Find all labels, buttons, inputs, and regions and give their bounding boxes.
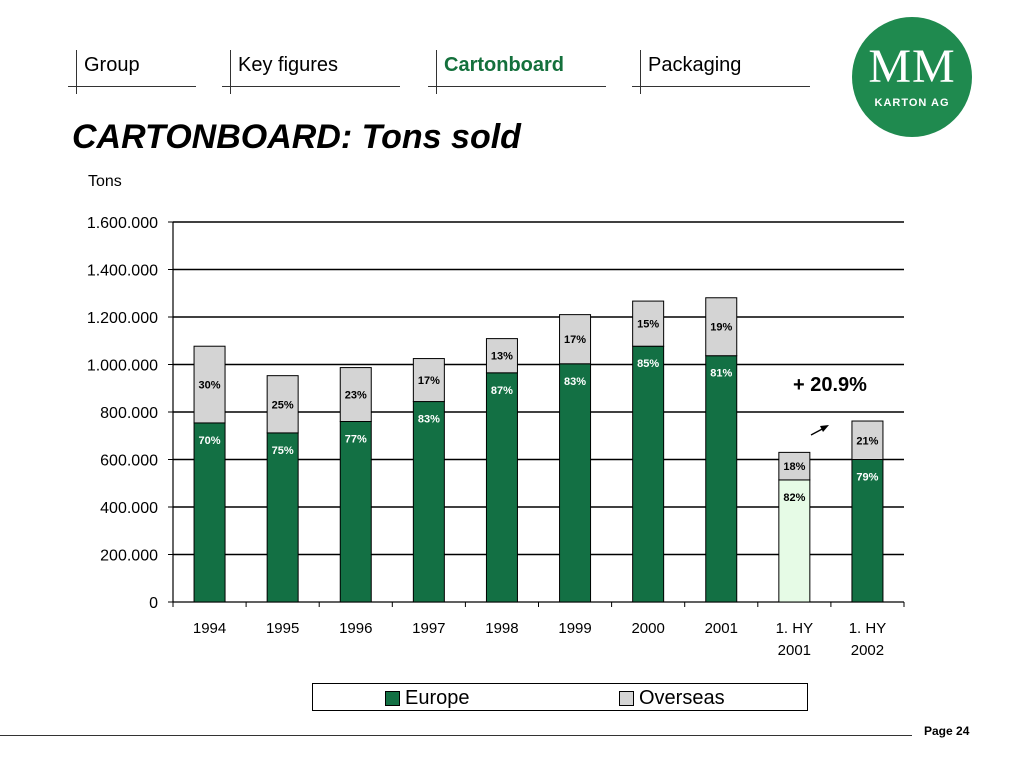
bar-europe (339, 421, 372, 603)
x-tick-label: 1999 (558, 620, 591, 637)
growth-annotation: + 20.9% (793, 374, 867, 396)
data-label-overseas: 23% (345, 390, 367, 402)
data-label-europe: 77% (345, 434, 367, 446)
tab-cartonboard[interactable]: Cartonboard (428, 50, 606, 94)
data-label-overseas: 17% (418, 375, 440, 387)
tab-key-figures[interactable]: Key figures (222, 50, 400, 94)
page-number: Page 24 (924, 724, 970, 738)
bar-europe (266, 432, 299, 603)
x-tick-label: 1998 (485, 620, 518, 637)
bar-overseas (851, 420, 884, 460)
data-label-europe: 70% (199, 435, 221, 447)
y-tick-label: 800.000 (100, 405, 158, 422)
tons-sold-chart: Tons 0 200.000 400.000 600.000 800.000 1.000.0… (87, 173, 905, 659)
bar-europe (485, 372, 518, 603)
tab-label: Key figures (238, 54, 339, 76)
bar-overseas (559, 314, 592, 365)
data-label-europe: 79% (856, 472, 878, 484)
x-tick-label: 2001 (778, 642, 811, 659)
data-label-europe: 83% (564, 376, 586, 388)
legend-label: Europe (405, 687, 470, 709)
x-tick-label: 2000 (631, 620, 664, 637)
bar-europe (559, 363, 592, 603)
bar-overseas (266, 375, 299, 434)
logo-karton-text: KARTON AG (874, 97, 950, 109)
bar-europe (851, 459, 884, 603)
x-tick-label: 1. HY (776, 620, 814, 637)
bar-overseas (632, 300, 665, 347)
data-label-overseas: 15% (637, 319, 659, 331)
y-tick-label: 1.400.000 (87, 263, 158, 280)
data-label-europe: 82% (783, 492, 805, 504)
bar-europe (778, 479, 811, 603)
page-title: CARTONBOARD: Tons sold (72, 118, 521, 156)
x-tick-label: 1. HY (849, 620, 887, 637)
logo-mm-text: MM (868, 40, 956, 93)
bar-europe (412, 401, 445, 603)
y-tick-label: 0 (149, 595, 158, 612)
bar-europe (705, 355, 738, 603)
y-axis-title: Tons (88, 173, 122, 190)
data-label-europe: 81% (710, 368, 732, 380)
mm-karton-logo: MM KARTON AG (852, 17, 972, 137)
y-tick-label: 200.000 (100, 548, 158, 565)
y-tick-label: 1.600.000 (87, 215, 158, 232)
bar-overseas (339, 367, 372, 422)
data-label-europe: 75% (272, 445, 294, 457)
bar-overseas (705, 297, 738, 357)
tab-label: Cartonboard (444, 54, 564, 76)
legend-swatch-overseas (619, 691, 634, 706)
bar-europe (632, 345, 665, 603)
data-label-europe: 83% (418, 414, 440, 426)
y-tick-label: 600.000 (100, 453, 158, 470)
bar-overseas (193, 345, 226, 424)
growth-arrow-head (820, 425, 829, 432)
tab-packaging[interactable]: Packaging (632, 50, 810, 94)
tab-group[interactable]: Group (68, 50, 196, 94)
x-tick-label: 2002 (851, 642, 884, 659)
bar-overseas (778, 451, 811, 481)
x-tick-label: 1994 (193, 620, 226, 637)
x-tick-label: 2001 (705, 620, 738, 637)
data-label-europe: 85% (637, 358, 659, 370)
legend-swatch-europe (385, 691, 400, 706)
tab-label: Packaging (648, 54, 742, 76)
legend-label: Overseas (639, 687, 725, 709)
data-label-overseas: 18% (783, 461, 805, 473)
data-label-overseas: 19% (710, 322, 732, 334)
bar-overseas (485, 338, 518, 374)
tab-label: Group (84, 54, 140, 76)
footer-divider (0, 735, 912, 736)
y-tick-label: 400.000 (100, 500, 158, 517)
data-label-overseas: 21% (856, 435, 878, 447)
data-label-overseas: 13% (491, 351, 513, 363)
data-label-overseas: 17% (564, 334, 586, 346)
data-label-overseas: 25% (272, 399, 294, 411)
x-tick-label: 1997 (412, 620, 445, 637)
data-label-overseas: 30% (199, 380, 221, 392)
bar-overseas (412, 358, 445, 403)
chart-legend: Europe Overseas (312, 683, 808, 711)
y-tick-label: 1.000.000 (87, 358, 158, 375)
x-tick-label: 1996 (339, 620, 372, 637)
x-tick-label: 1995 (266, 620, 299, 637)
bar-europe (193, 422, 226, 603)
data-label-europe: 87% (491, 385, 513, 397)
y-tick-label: 1.200.000 (87, 310, 158, 327)
